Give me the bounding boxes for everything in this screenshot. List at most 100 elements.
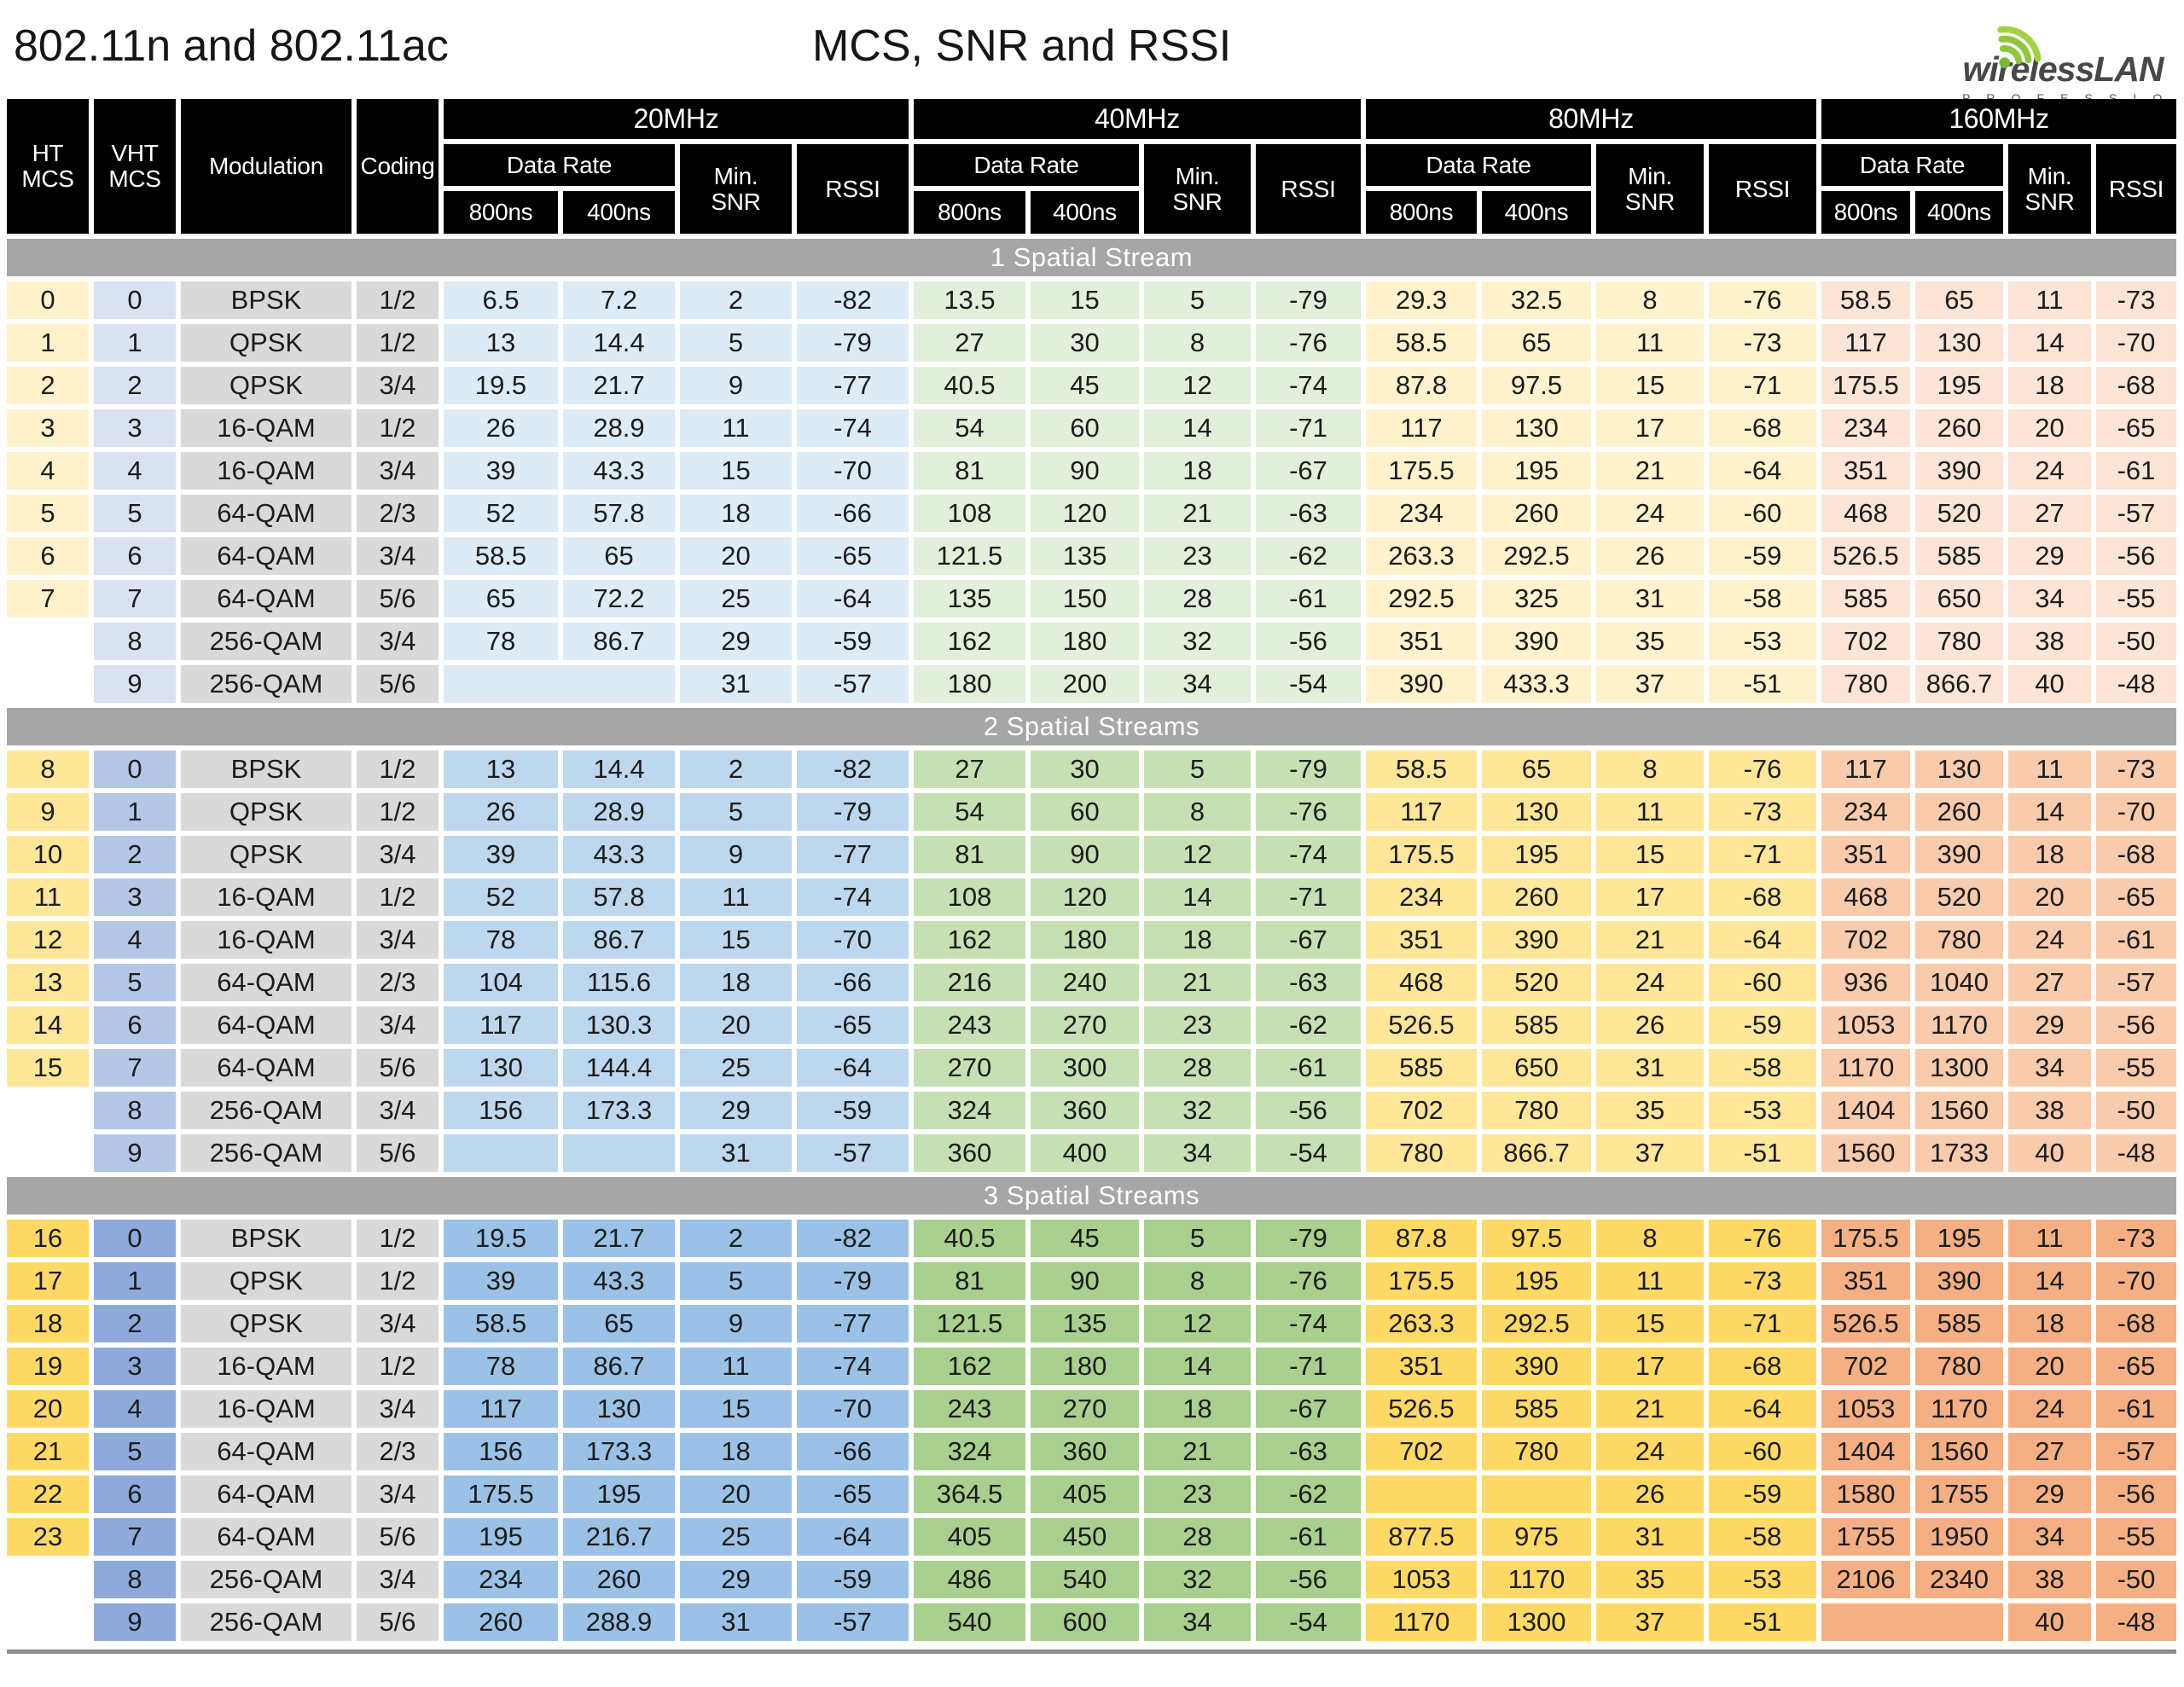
rssi-cell: -74 bbox=[797, 1348, 909, 1385]
rate-800-cell: 263.3 bbox=[1366, 1305, 1477, 1342]
rssi-cell: -48 bbox=[2096, 665, 2176, 703]
rate-800-cell: 78 bbox=[444, 921, 558, 959]
snr-cell: 24 bbox=[1596, 1433, 1704, 1470]
snr-cell: 29 bbox=[2008, 1006, 2091, 1044]
rssi-cell: -67 bbox=[1256, 452, 1361, 490]
rssi-cell: -68 bbox=[1709, 409, 1816, 447]
gi-800-header: 800ns bbox=[1821, 191, 1910, 234]
rate-800-cell: 117 bbox=[1366, 409, 1477, 447]
rate-800-cell: 87.8 bbox=[1366, 1220, 1477, 1257]
snr-cell: 28 bbox=[1144, 1518, 1251, 1556]
rssi-cell: -56 bbox=[2096, 1006, 2176, 1044]
rate-400-cell: 260 bbox=[1915, 409, 2003, 447]
rate-400-cell: 433.3 bbox=[1482, 665, 1591, 703]
snr-cell: 14 bbox=[1144, 878, 1251, 916]
snr-cell: 35 bbox=[1596, 1561, 1704, 1598]
rate-400-cell: 1733 bbox=[1915, 1134, 2003, 1172]
rssi-cell: -73 bbox=[2096, 1220, 2176, 1257]
rssi-cell: -57 bbox=[797, 1603, 909, 1641]
rate-800-cell: 263.3 bbox=[1366, 537, 1477, 575]
snr-cell: 9 bbox=[680, 367, 792, 404]
band-group-header: 160MHz bbox=[1821, 99, 2176, 139]
rate-800-cell: 81 bbox=[914, 836, 1025, 873]
modulation-cell: 64-QAM bbox=[181, 1006, 351, 1044]
rssi-cell: -50 bbox=[2096, 1092, 2176, 1129]
snr-cell: 11 bbox=[680, 1348, 792, 1385]
modulation-cell: QPSK bbox=[181, 324, 351, 362]
coding-cell: 5/6 bbox=[357, 1049, 439, 1087]
rssi-cell: -68 bbox=[2096, 1305, 2176, 1342]
snr-cell: 37 bbox=[1596, 665, 1704, 703]
coding-cell: 1/2 bbox=[357, 1220, 439, 1257]
snr-cell: 21 bbox=[1596, 1390, 1704, 1428]
rssi-cell: -56 bbox=[1256, 1561, 1361, 1598]
rssi-cell: -79 bbox=[797, 793, 909, 831]
vht-mcs-cell: 8 bbox=[94, 1092, 176, 1129]
section-header: 3 Spatial Streams bbox=[7, 1177, 2176, 1215]
rate-800-cell: 243 bbox=[914, 1390, 1025, 1428]
coding-cell: 5/6 bbox=[357, 1603, 439, 1641]
rate-800-cell: 234 bbox=[1366, 495, 1477, 532]
rssi-cell: -62 bbox=[1256, 1475, 1361, 1513]
rate-400-cell: 975 bbox=[1482, 1518, 1591, 1556]
rate-400-cell: 400 bbox=[1031, 1134, 1139, 1172]
snr-cell: 20 bbox=[680, 1006, 792, 1044]
rate-800-cell: 351 bbox=[1821, 836, 1910, 873]
snr-cell: 18 bbox=[1144, 921, 1251, 959]
snr-cell: 34 bbox=[1144, 1134, 1251, 1172]
snr-cell: 20 bbox=[680, 537, 792, 575]
rate-800-cell: 65 bbox=[444, 580, 558, 617]
snr-cell: 31 bbox=[680, 665, 792, 703]
snr-cell: 34 bbox=[2008, 1518, 2091, 1556]
modulation-cell: QPSK bbox=[181, 836, 351, 873]
rssi-cell: -60 bbox=[1709, 964, 1816, 1001]
snr-cell: 35 bbox=[1596, 1092, 1704, 1129]
rate-800-cell: 468 bbox=[1821, 495, 1910, 532]
rssi-cell: -51 bbox=[1709, 1603, 1816, 1641]
rssi-cell: -58 bbox=[1709, 580, 1816, 617]
modulation-cell: BPSK bbox=[181, 751, 351, 788]
rssi-cell: -57 bbox=[797, 1134, 909, 1172]
snr-cell: 14 bbox=[1144, 409, 1251, 447]
snr-cell: 11 bbox=[2008, 281, 2091, 319]
rate-400-cell: 14.4 bbox=[563, 324, 675, 362]
rate-800-cell: 234 bbox=[444, 1561, 558, 1598]
rssi-cell: -56 bbox=[1256, 1092, 1361, 1129]
snr-cell: 8 bbox=[1144, 324, 1251, 362]
rssi-header: RSSI bbox=[1256, 144, 1361, 234]
snr-cell: 11 bbox=[1596, 793, 1704, 831]
rate-400-cell: 650 bbox=[1482, 1049, 1591, 1087]
rssi-cell: -50 bbox=[2096, 1561, 2176, 1598]
vht-mcs-cell: 8 bbox=[94, 623, 176, 660]
rssi-cell: -73 bbox=[1709, 793, 1816, 831]
vht-mcs-cell: 4 bbox=[94, 921, 176, 959]
coding-cell: 3/4 bbox=[357, 1092, 439, 1129]
band-group-header: 80MHz bbox=[1366, 99, 1816, 139]
snr-cell: 14 bbox=[2008, 1262, 2091, 1300]
rate-400-cell: 780 bbox=[1915, 921, 2003, 959]
ht-mcs-cell: 18 bbox=[7, 1305, 89, 1342]
rssi-cell: -73 bbox=[1709, 1262, 1816, 1300]
rate-400-cell: 866.7 bbox=[1482, 1134, 1591, 1172]
rate-800-cell: 702 bbox=[1821, 921, 1910, 959]
rssi-cell: -48 bbox=[2096, 1603, 2176, 1641]
rssi-cell: -64 bbox=[797, 1518, 909, 1556]
rate-800-cell: 877.5 bbox=[1366, 1518, 1477, 1556]
snr-cell: 5 bbox=[1144, 751, 1251, 788]
rate-800-cell: 26 bbox=[444, 793, 558, 831]
snr-cell: 12 bbox=[1144, 1305, 1251, 1342]
coding-cell: 5/6 bbox=[357, 1134, 439, 1172]
coding-cell: 3/4 bbox=[357, 836, 439, 873]
rate-400-cell: 86.7 bbox=[563, 1348, 675, 1385]
rssi-cell: -56 bbox=[2096, 1475, 2176, 1513]
snr-cell: 18 bbox=[680, 964, 792, 1001]
rate-800-cell: 81 bbox=[914, 1262, 1025, 1300]
snr-cell: 18 bbox=[680, 495, 792, 532]
rate-800-cell: 351 bbox=[1366, 623, 1477, 660]
rate-800-cell: 1560 bbox=[1821, 1134, 1910, 1172]
rate-800-cell: 2106 bbox=[1821, 1561, 1910, 1598]
rate-400-cell: 43.3 bbox=[563, 452, 675, 490]
snr-cell: 8 bbox=[1596, 281, 1704, 319]
modulation-cell: 64-QAM bbox=[181, 495, 351, 532]
vht-mcs-cell: 6 bbox=[94, 1006, 176, 1044]
